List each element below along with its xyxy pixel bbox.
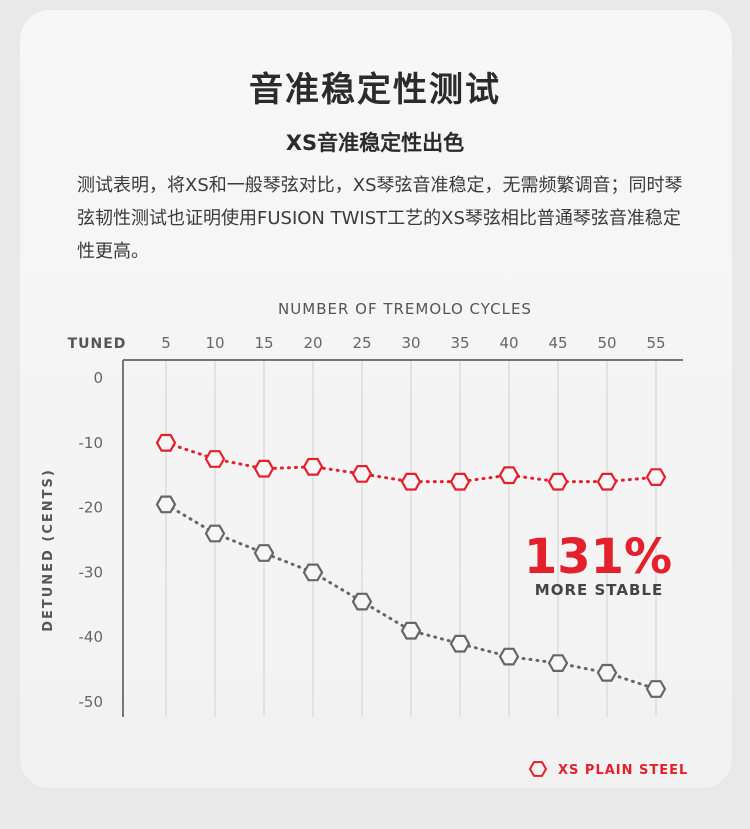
data-point-0-25 [351, 465, 373, 483]
series-line-0 [164, 441, 658, 484]
data-point-1-45 [547, 654, 569, 673]
content-card [20, 10, 732, 788]
x-axis-title: NUMBER OF TREMOLO CYCLES [278, 300, 532, 318]
data-point-1-15 [253, 544, 275, 562]
y-axis-title: DETUNED (CENTS) [41, 468, 56, 632]
data-point-1-55 [645, 680, 667, 698]
data-point-0-20 [302, 457, 324, 476]
series-1 [155, 495, 667, 698]
axes [122, 359, 683, 717]
page-title: 音准稳定性测试 [249, 70, 501, 110]
x-tick-30: 30 [401, 334, 420, 352]
y-tick--50: -50 [79, 693, 104, 711]
y-tick-0: 0 [93, 369, 103, 387]
legend: XS PLAIN STEEL [528, 761, 688, 778]
x-tick-25: 25 [352, 334, 371, 352]
series-line-1 [164, 502, 658, 691]
data-point-1-10 [204, 524, 226, 543]
data-point-1-20 [302, 563, 324, 582]
data-point-1-50 [596, 663, 618, 682]
y-tick--40: -40 [79, 628, 104, 646]
x-tick-40: 40 [499, 334, 518, 352]
data-point-0-30 [400, 472, 422, 491]
x-tick-15: 15 [254, 334, 273, 352]
data-point-0-35 [449, 472, 471, 491]
x-tick-50: 50 [597, 334, 616, 352]
description-text: 测试表明，将XS和一般琴弦对比，XS琴弦音准稳定，无需频繁调音；同时琴弦韧性测试… [77, 175, 683, 262]
data-point-1-30 [400, 621, 422, 640]
y-tick--20: -20 [79, 499, 104, 517]
page-subtitle: XS音准稳定性出色 [285, 131, 465, 155]
stability-percent: 131% [524, 529, 672, 585]
data-point-0-40 [498, 466, 520, 485]
stability-caption: MORE STABLE [535, 581, 663, 599]
data-point-1-35 [449, 634, 471, 653]
x-tick-5: 5 [161, 334, 171, 352]
tick-labels: 5 10 15 20 25 30 35 40 45 50 55 0 -10 -20 -30 -40 -50 [79, 334, 666, 711]
series-0 [155, 433, 667, 491]
data-point-1-5 [155, 495, 177, 514]
data-point-0-45 [547, 472, 569, 491]
x-tick-35: 35 [450, 334, 469, 352]
y-tick--10: -10 [79, 434, 104, 452]
data-point-0-55 [645, 468, 667, 486]
y-tick--30: -30 [79, 563, 104, 581]
x-tick-45: 45 [548, 334, 567, 352]
legend-hexagon-icon [528, 761, 548, 777]
data-point-1-40 [498, 647, 520, 666]
data-point-1-25 [351, 592, 373, 611]
data-point-0-5 [155, 433, 177, 452]
data-point-0-15 [253, 459, 275, 478]
x-tick-20: 20 [303, 334, 322, 352]
data-point-0-10 [204, 450, 226, 468]
x-tick-tuned: TUNED [68, 336, 127, 352]
series [155, 433, 667, 698]
data-point-0-50 [596, 472, 618, 491]
legend-label: XS PLAIN STEEL [558, 763, 688, 778]
x-tick-55: 55 [646, 334, 665, 352]
x-tick-10: 10 [205, 334, 224, 352]
